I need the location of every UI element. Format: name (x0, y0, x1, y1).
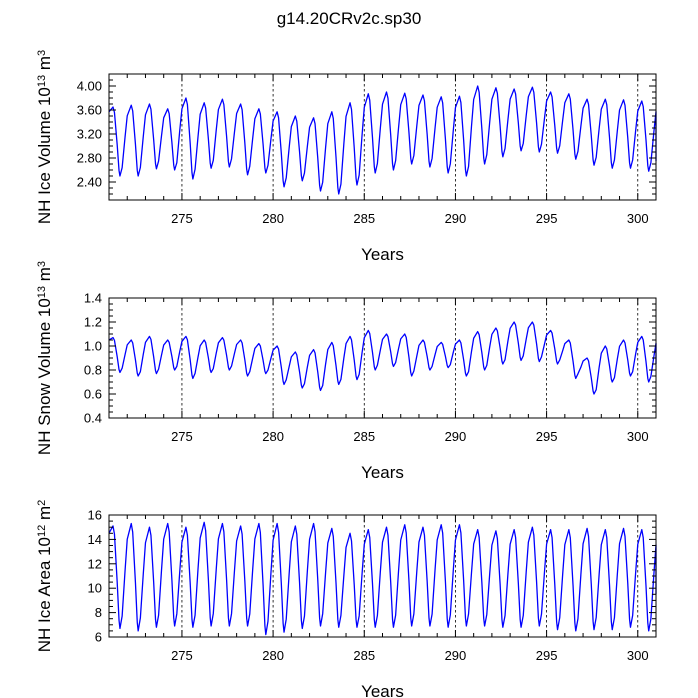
y-axis-label: NH Ice Volume 1013 m3 (35, 50, 54, 224)
y-tick-label: 12 (88, 556, 102, 571)
series-line (108, 521, 657, 636)
panel-ice-volume: 275 280 285 290 295 300 2.40 2.80 3.20 3.60 4.00 Ye… (35, 50, 657, 264)
y-axis-label: NH Snow Volume 1013 m3 (35, 261, 54, 455)
x-tick-label: 295 (536, 211, 558, 226)
y-axis-label-part: m (35, 267, 54, 286)
panel-snow-volume: 275 280 285 290 295 300 0.4 0.6 0.8 1.0 1.2 1.4 Year… (35, 261, 657, 482)
y-tick-label: 0.6 (84, 387, 102, 402)
y-tick-label: 0.4 (84, 411, 102, 426)
x-tick-label: 295 (536, 648, 558, 663)
y-axis-label: NH Ice Area 1012 m2 (35, 500, 54, 653)
plot-frame (108, 297, 657, 419)
y-tick-label: 0.8 (84, 363, 102, 378)
y-axis-label-superscript: 13 (36, 75, 48, 87)
x-tick-label: 280 (262, 211, 284, 226)
x-axis-label: Years (361, 463, 404, 482)
y-tick-label: 14 (88, 532, 102, 547)
y-axis-label-part: NH Ice Volume 10 (35, 87, 54, 224)
series-line (108, 85, 657, 195)
x-tick-label: 285 (353, 211, 375, 226)
x-tick-label: 300 (627, 648, 649, 663)
y-axis-label-superscript: 12 (36, 525, 48, 537)
plot-frame (108, 514, 657, 638)
y-tick-label: 4.00 (77, 79, 102, 94)
x-tick-label: 290 (445, 429, 467, 444)
y-axis-label-superscript: 2 (36, 500, 48, 506)
x-tick-label: 300 (627, 211, 649, 226)
x-tick-label: 285 (353, 648, 375, 663)
x-tick-label: 295 (536, 429, 558, 444)
y-axis-label-part: NH Ice Area 10 (35, 537, 54, 652)
x-tick-label: 300 (627, 429, 649, 444)
y-tick-label: 1.4 (84, 291, 102, 306)
panel-ice-area: 275 280 285 290 295 300 6 8 10 12 14 16 Years NH Ice … (35, 500, 657, 698)
y-tick-label: 1.0 (84, 339, 102, 354)
x-tick-label: 285 (353, 429, 375, 444)
chart-title: g14.20CRv2c.sp30 (277, 9, 422, 28)
x-axis-label: Years (361, 245, 404, 264)
y-tick-label: 10 (88, 581, 102, 596)
x-axis-label: Years (361, 682, 404, 698)
x-tick-label: 280 (262, 429, 284, 444)
y-tick-label: 2.80 (77, 151, 102, 166)
y-axis-label-superscript: 13 (36, 286, 48, 298)
x-tick-label: 275 (171, 648, 193, 663)
x-tick-label: 275 (171, 429, 193, 444)
x-tick-label: 290 (445, 648, 467, 663)
y-axis-label-part: m (35, 56, 54, 75)
x-tick-label: 290 (445, 211, 467, 226)
y-tick-label: 3.20 (77, 127, 102, 142)
y-tick-label: 16 (88, 508, 102, 523)
y-axis-label-part: m (35, 506, 54, 525)
y-axis-label-part: NH Snow Volume 10 (35, 298, 54, 455)
x-tick-label: 275 (171, 211, 193, 226)
x-tick-label: 280 (262, 648, 284, 663)
y-axis-label-superscript: 3 (36, 261, 48, 267)
series-line (108, 321, 657, 395)
y-tick-label: 1.2 (84, 315, 102, 330)
y-tick-label: 6 (95, 630, 102, 645)
y-axis-label-superscript: 3 (36, 50, 48, 56)
y-tick-label: 2.40 (77, 175, 102, 190)
y-tick-label: 8 (95, 605, 102, 620)
y-tick-label: 3.60 (77, 103, 102, 118)
